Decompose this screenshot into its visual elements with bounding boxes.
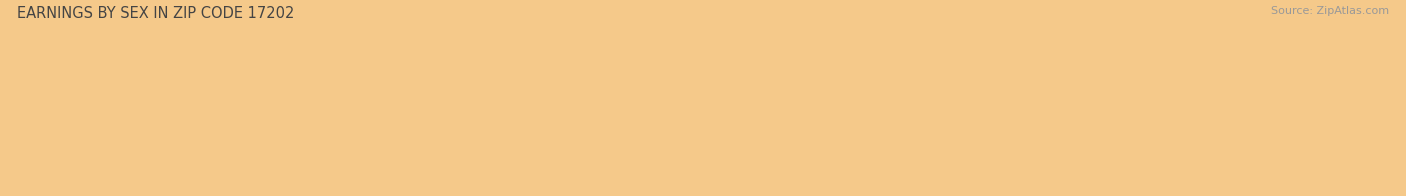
Text: Male: Male (21, 55, 52, 68)
Text: Total: Total (21, 128, 52, 141)
Text: EARNINGS BY SEX IN ZIP CODE 17202: EARNINGS BY SEX IN ZIP CODE 17202 (17, 6, 294, 21)
Text: $55,566: $55,566 (1130, 55, 1182, 68)
Text: Female: Female (21, 92, 69, 104)
Text: $37,140: $37,140 (353, 92, 405, 104)
Text: Source: ZipAtlas.com: Source: ZipAtlas.com (1271, 6, 1389, 16)
Text: $46,892: $46,892 (801, 128, 852, 141)
